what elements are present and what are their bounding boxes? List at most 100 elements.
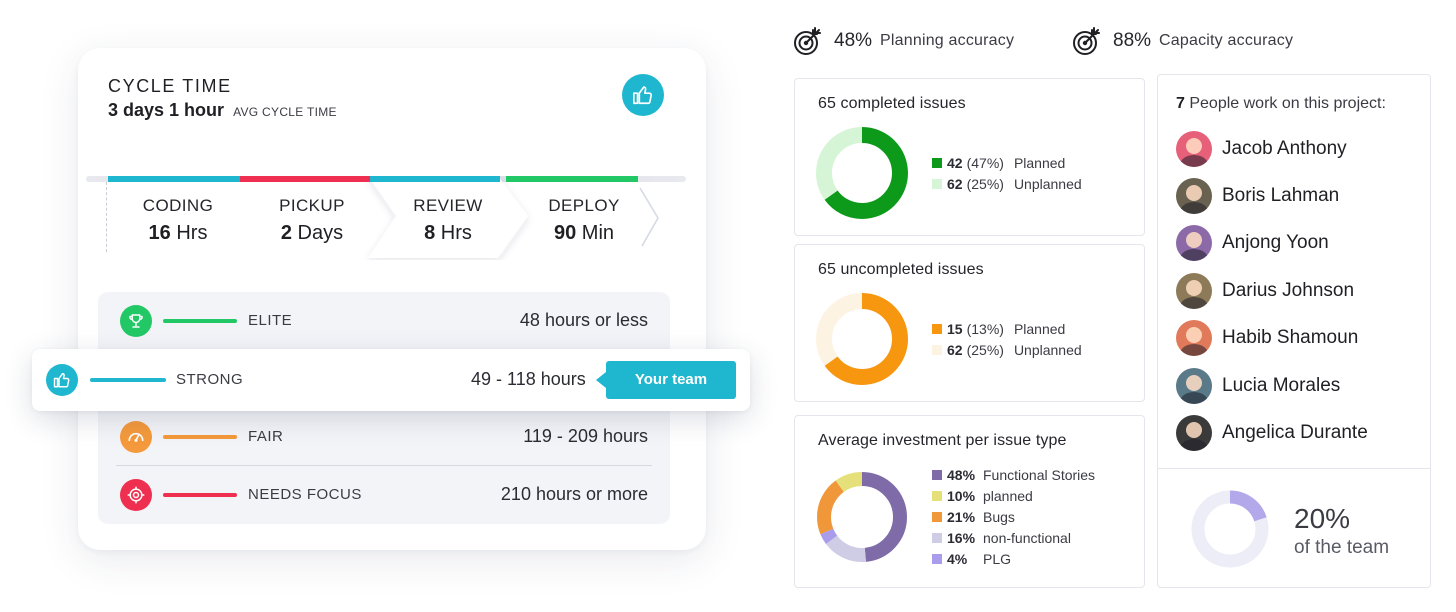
stage-label: CODING (142, 196, 214, 215)
avatar (1176, 273, 1212, 309)
team-share-value: 20% (1294, 503, 1351, 534)
thumbs-up-badge[interactable] (622, 74, 664, 116)
stage-review[interactable]: REVIEW 8 Hrs (402, 196, 494, 245)
level-name: FAIR (248, 428, 284, 445)
coding-bar (108, 176, 240, 182)
person-name: Boris Lahman (1222, 185, 1340, 206)
person-item[interactable]: Boris Lahman (1176, 176, 1339, 216)
legend-non-functional: 16% non-functional (932, 527, 1095, 548)
donut-segments (816, 293, 908, 385)
legend-planned: 42 (47%) Planned (932, 152, 1082, 173)
person-item[interactable]: Lucia Morales (1176, 366, 1340, 406)
legend-swatch (932, 469, 942, 480)
stage-label: REVIEW (413, 196, 483, 215)
donut-segments (817, 472, 907, 562)
investment-legend: 48% Functional Stories 10% planned 21% Bugs… (932, 464, 1095, 569)
thumbs-up-icon (46, 364, 78, 396)
accuracy-label: Capacity accuracy (1159, 32, 1294, 49)
completed-legend: 42 (47%) Planned 62 (25%) Unplanned (932, 152, 1082, 194)
investment-card: Average investment per issue type 48% Fun… (794, 415, 1145, 588)
avg-cycle-time-label: AVG CYCLE TIME (233, 105, 337, 119)
legend-planned: 10% planned (932, 485, 1095, 506)
level-elite[interactable]: ELITE 48 hours or less (98, 292, 670, 350)
stage-deploy[interactable]: DEPLOY 90 Min (538, 196, 630, 245)
legend-swatch (932, 511, 942, 522)
team-share-label: of the team (1294, 537, 1390, 558)
level-name: STRONG (176, 371, 244, 388)
review-bar (370, 176, 500, 182)
target-icon (120, 479, 152, 511)
person-name: Habib Shamoun (1222, 327, 1359, 348)
avatar (1176, 320, 1212, 356)
person-item[interactable]: Anjong Yoon (1176, 223, 1329, 263)
avatar (1176, 415, 1212, 451)
team-share-ring (1191, 490, 1269, 568)
stage-start-marker (106, 182, 107, 252)
completed-donut[interactable] (814, 125, 910, 221)
cycle-stages: CODING 16 Hrs PICKUP 2 Days REVIEW 8 Hrs… (78, 176, 706, 260)
donut-segment-1[interactable] (816, 293, 908, 385)
target-arrow-icon (794, 27, 821, 55)
level-range: 49 - 118 hours (471, 369, 586, 389)
stage-pickup[interactable]: PICKUP 2 Days (266, 196, 358, 245)
legend-swatch (932, 178, 942, 189)
stage-label: PICKUP (279, 196, 345, 215)
completed-issues-card: 65 completed issues 42 (47%) Planned 62 (25… (794, 78, 1145, 236)
donut-segment-1[interactable] (816, 127, 908, 219)
legend-plg: 4% PLG (932, 548, 1095, 569)
level-bar (163, 493, 237, 497)
person-name: Darius Johnson (1222, 280, 1355, 301)
avg-cycle-time-value: 3 days 1 hour (108, 100, 225, 120)
stage-value: 90 Min (553, 222, 615, 244)
person-item[interactable]: Angelica Durante (1176, 413, 1368, 453)
level-divider (116, 465, 652, 466)
capacity-accuracy: 88% Capacity accuracy (1071, 24, 1293, 58)
person-item[interactable]: Jacob Anthony (1176, 129, 1347, 169)
person-item[interactable]: Habib Shamoun (1176, 318, 1358, 358)
stage-value: 2 Days (280, 222, 344, 244)
person-name: Lucia Morales (1222, 375, 1341, 396)
level-bar (90, 378, 166, 382)
planning-accuracy: 48% Planning accuracy (792, 24, 1014, 58)
review-stage-highlight (368, 176, 659, 258)
level-range: 210 hours or more (500, 484, 648, 504)
person-name: Jacob Anthony (1222, 138, 1347, 159)
person-item[interactable]: Darius Johnson (1176, 271, 1354, 311)
stage-coding[interactable]: CODING 16 Hrs (132, 196, 224, 245)
uncompleted-issues-card: 65 uncompleted issues 15 (13%) Planned 62(… (794, 244, 1145, 402)
stage-label: DEPLOY (548, 196, 620, 215)
cycle-time-card: CYCLE TIME 3 days 1 hour AVG CYCLE TIME … (78, 48, 706, 550)
stage-value: 16 Hrs (148, 222, 208, 244)
level-range: 119 - 209 hours (523, 426, 648, 446)
level-range: 48 hours or less (519, 310, 648, 330)
avatar (1176, 131, 1212, 167)
level-strong[interactable]: STRONG 49 - 118 hours Your team (32, 349, 750, 411)
donut-segment-4[interactable] (817, 472, 907, 562)
accuracy-value: 48% (834, 30, 873, 51)
avatar (1176, 368, 1212, 404)
people-divider (1158, 468, 1430, 469)
donut-segment-0[interactable] (1191, 490, 1269, 568)
level-needs-focus[interactable]: NEEDS FOCUS 210 hours or more (98, 466, 670, 524)
legend-swatch (932, 323, 942, 334)
legend-swatch (932, 344, 942, 355)
accuracy-label: Planning accuracy (880, 32, 1015, 49)
investment-donut[interactable] (814, 469, 910, 565)
card-title: 65 uncompleted issues (818, 261, 984, 278)
deploy-bar (506, 176, 638, 182)
uncompleted-legend: 15 (13%) Planned 62 (25%) Unplanned (932, 318, 1082, 360)
stage-value: 8 Hrs (424, 222, 472, 244)
donut-segment-1[interactable] (817, 472, 907, 562)
legend-swatch (932, 157, 942, 168)
level-name: ELITE (248, 312, 293, 329)
your-team-tag[interactable]: Your team (596, 361, 736, 399)
card-title: Average investment per issue type (818, 432, 1067, 449)
donut-segments (816, 127, 908, 219)
avg-cycle-time: 3 days 1 hour AVG CYCLE TIME (108, 100, 337, 121)
person-name: Angelica Durante (1222, 422, 1368, 443)
level-fair[interactable]: FAIR 119 - 209 hours (98, 408, 670, 466)
gauge-icon (120, 421, 152, 453)
uncompleted-donut[interactable] (814, 291, 910, 387)
donut-segment-3[interactable] (817, 472, 907, 562)
legend-swatch (932, 553, 942, 564)
